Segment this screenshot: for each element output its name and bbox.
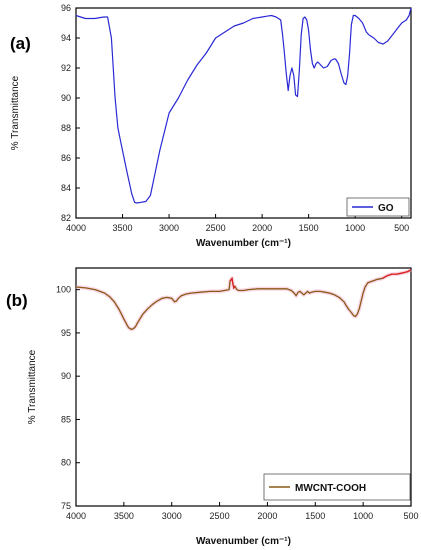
x-tick-label: 2500 — [206, 223, 226, 233]
y-tick-label: 95 — [61, 328, 71, 338]
series-tail-highlight — [381, 269, 412, 279]
panel-label: (b) — [6, 291, 28, 310]
x-tick-label: 1500 — [305, 511, 325, 521]
y-tick-label: 94 — [61, 33, 71, 43]
x-tick-label: 500 — [394, 223, 409, 233]
panel-label: (a) — [10, 34, 31, 53]
y-tick-label: 75 — [61, 501, 71, 511]
chart-panel-a: 4000 3500 3000 2500 2000 1500 1000 500 82 84 86 88 9… — [10, 3, 412, 249]
legend-label: MWCNT-COOH — [295, 483, 366, 494]
x-tick-label: 2000 — [252, 223, 272, 233]
x-axis-title: Wavenumber (cm⁻¹) — [196, 536, 291, 547]
x-tick-label: 1500 — [299, 223, 319, 233]
x-tick-label: 3000 — [159, 223, 179, 233]
legend-box — [346, 197, 410, 217]
y-tick-label: 84 — [61, 183, 71, 193]
x-tick-label: 2000 — [257, 511, 277, 521]
plot-frame-b — [75, 267, 412, 507]
y-axis-title: % Transmittance — [27, 349, 38, 424]
x-tick-label: 3500 — [113, 223, 133, 233]
y-tick-label: 90 — [61, 93, 71, 103]
y-tick-label: 90 — [61, 371, 71, 381]
x-tick-label: 4000 — [66, 223, 86, 233]
series-line-go — [75, 7, 412, 204]
y-tick-label: 80 — [61, 458, 71, 468]
x-axis-title: Wavenumber (cm⁻¹) — [196, 238, 291, 249]
x-tick-label: 2500 — [210, 511, 230, 521]
series-spike-highlight — [229, 276, 236, 290]
y-axis-title: % Transmittance — [10, 75, 21, 150]
y-tick-label: 85 — [61, 414, 71, 424]
series-line-mwcnt-cooh — [75, 269, 412, 331]
x-tick-label: 1000 — [353, 511, 373, 521]
chart-panel-b: 4000 3500 3000 2500 2000 1500 1000 500 75 80 85 90 9… — [6, 267, 419, 547]
y-tick-label: 96 — [61, 3, 71, 13]
y-tick-label: 82 — [61, 213, 71, 223]
legend-label: GO — [378, 203, 394, 214]
x-tick-label: 1000 — [345, 223, 365, 233]
y-tick-label: 92 — [61, 63, 71, 73]
y-tick-label: 86 — [61, 153, 71, 163]
y-tick-label: 100 — [56, 285, 71, 295]
y-tick-label: 88 — [61, 123, 71, 133]
plot-frame-a — [75, 7, 412, 219]
x-tick-label: 500 — [403, 511, 418, 521]
x-tick-label: 3500 — [114, 511, 134, 521]
series-shadow-line — [75, 268, 413, 332]
x-tick-label: 4000 — [66, 511, 86, 521]
x-tick-label: 3000 — [162, 511, 182, 521]
